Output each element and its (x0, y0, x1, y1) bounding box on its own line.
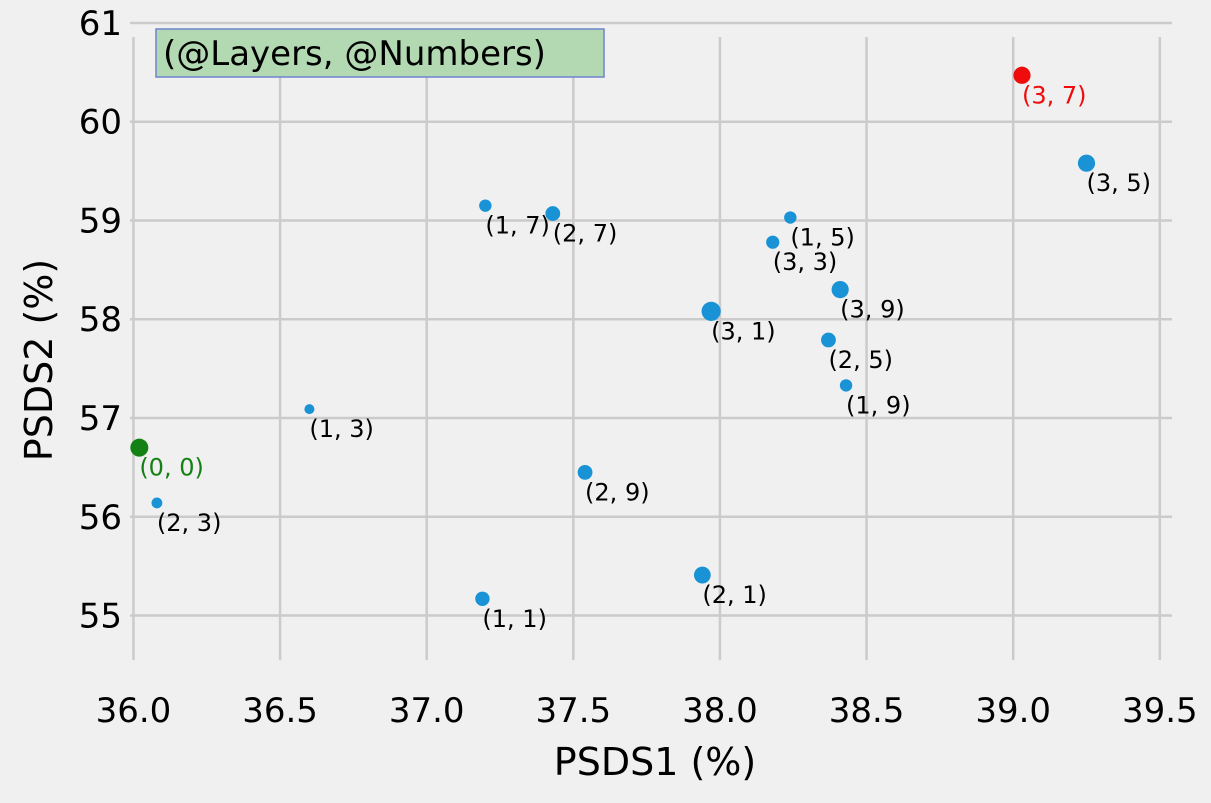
y-tick-label: 57 (79, 399, 122, 439)
point-label: (1, 5) (790, 224, 855, 252)
y-tick-label: 58 (79, 300, 122, 340)
scatter-point (479, 199, 492, 212)
y-tick-labels: 55 56 57 58 59 60 61 (79, 4, 122, 637)
legend-box: (@Layers, @Numbers) (155, 28, 605, 78)
scatter-point (839, 379, 853, 392)
point-label: (2, 7) (553, 220, 618, 248)
grid-lines (130, 21, 1172, 660)
y-tick-label: 55 (79, 597, 122, 637)
point-label: (2, 5) (828, 346, 893, 374)
scatter-point (1077, 154, 1096, 172)
point-label: (0, 0) (139, 454, 204, 482)
scatter-point (693, 566, 711, 584)
scatter-point (766, 235, 780, 249)
point-label: (1, 7) (485, 212, 550, 240)
x-tick-label: 39.0 (975, 691, 1051, 731)
x-tick-label: 37.0 (389, 691, 465, 731)
y-tick-label: 60 (79, 103, 122, 143)
scatter-point (821, 332, 836, 348)
point-label: (1, 3) (309, 415, 374, 443)
scatter-point (701, 301, 721, 321)
x-tick-label: 36.0 (96, 691, 172, 731)
scatter-point (831, 281, 849, 299)
point-label: (1, 1) (482, 605, 547, 633)
scatter-point (577, 464, 593, 480)
x-tick-label: 39.5 (1122, 691, 1198, 731)
scatter-point (304, 404, 315, 415)
scatter-point (151, 497, 163, 509)
point-label: (2, 1) (702, 581, 767, 609)
x-tick-label: 38.0 (682, 691, 758, 731)
point-label: (1, 9) (846, 391, 911, 419)
scatter-point (130, 438, 149, 457)
y-tick-label: 59 (79, 201, 122, 241)
point-label: (3, 7) (1022, 81, 1087, 109)
y-axis-label: PSDS2 (%) (17, 259, 61, 461)
point-label: (3, 9) (840, 296, 905, 324)
point-labels: (0, 0) (1, 1) (1, 3) (1, 5) (1, 7) (1, 9) (2, … (139, 81, 1151, 632)
x-tick-label: 36.5 (242, 691, 318, 731)
point-label: (3, 3) (773, 248, 838, 276)
scatter-point (784, 211, 797, 224)
point-label: (2, 3) (157, 509, 222, 537)
y-tick-label: 61 (79, 4, 122, 44)
x-tick-label: 38.5 (829, 691, 905, 731)
legend-background (155, 28, 605, 78)
legend-text: (@Layers, @Numbers) (163, 34, 546, 74)
x-tick-label: 37.5 (535, 691, 611, 731)
point-label: (2, 9) (585, 478, 650, 506)
scatter-point (545, 206, 561, 221)
point-label: (3, 5) (1087, 169, 1152, 197)
x-axis-label: PSDS1 (%) (554, 740, 756, 784)
x-tick-labels: 36.0 36.5 37.0 37.5 38.0 38.5 39.0 39.5 (96, 691, 1198, 731)
data-points (130, 66, 1096, 606)
scatter-point (1013, 66, 1031, 84)
y-tick-label: 56 (79, 498, 122, 538)
scatter-point (475, 591, 490, 606)
point-label: (3, 1) (711, 317, 776, 345)
